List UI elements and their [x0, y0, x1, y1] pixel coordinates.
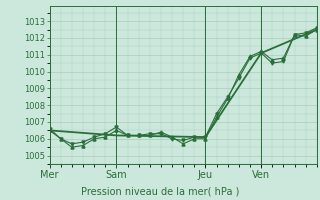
Text: Pression niveau de la mer( hPa ): Pression niveau de la mer( hPa )	[81, 186, 239, 196]
